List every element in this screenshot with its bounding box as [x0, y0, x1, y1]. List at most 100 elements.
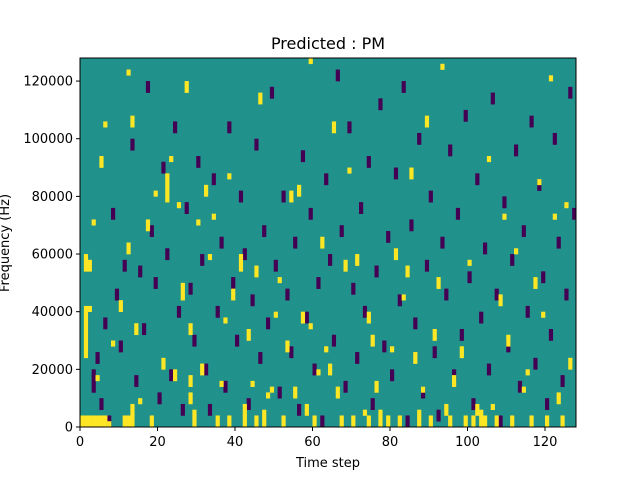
heatmap-cell-low	[285, 294, 290, 301]
heatmap-cell-high	[134, 328, 139, 336]
heatmap-cell-low	[103, 317, 108, 324]
heatmap-cell-high	[459, 346, 464, 353]
heatmap-cell-high	[83, 340, 89, 347]
heatmap-cell-high	[126, 248, 131, 255]
heatmap-cell-low	[99, 398, 104, 405]
x-tick-label: 40	[227, 435, 244, 450]
heatmap-cell-low	[266, 317, 271, 324]
heatmap-cell-high	[529, 421, 534, 428]
heatmap-cell-low	[273, 259, 278, 266]
heatmap-cell-high	[176, 202, 182, 209]
heatmap-cell-high	[281, 415, 286, 422]
heatmap-cell-high	[173, 375, 178, 382]
heatmap-cell-low	[514, 150, 519, 157]
heatmap-cell-low	[537, 184, 542, 191]
heatmap-cell-high	[479, 409, 484, 416]
heatmap-cell-low	[289, 352, 294, 359]
heatmap-cell-low	[223, 386, 228, 393]
heatmap-cell-high	[370, 340, 375, 347]
heatmap-cell-low	[572, 207, 577, 214]
heatmap-cell-high	[153, 190, 158, 197]
heatmap-cell-high	[393, 248, 399, 255]
heatmap-cell-low	[521, 230, 526, 238]
heatmap-cell-low	[169, 375, 174, 382]
heatmap-cell-low	[428, 190, 433, 197]
heatmap-cell-low	[161, 167, 166, 174]
heatmap-cell-high	[149, 415, 154, 422]
heatmap-cell-low	[130, 144, 135, 151]
heatmap-cell-low	[467, 271, 472, 278]
heatmap-cell-low	[149, 230, 154, 238]
heatmap-cell-high	[390, 346, 395, 353]
heatmap-cell-low	[293, 236, 298, 243]
heatmap-cell-low	[176, 311, 182, 318]
heatmap-cell-low	[428, 196, 433, 203]
heatmap-cell-high	[452, 380, 457, 387]
heatmap-cell-high	[351, 421, 356, 428]
heatmap-cell-low	[510, 259, 515, 266]
heatmap-cell-low	[184, 207, 189, 214]
heatmap-cell-high	[83, 421, 89, 428]
heatmap-cell-high	[285, 346, 290, 353]
heatmap-cell-low	[300, 150, 306, 157]
heatmap-cell-low	[455, 213, 461, 220]
heatmap-cell-low	[134, 375, 139, 382]
heatmap-cell-low	[424, 265, 430, 272]
heatmap-cell-low	[366, 156, 371, 163]
heatmap-cell-low	[533, 363, 538, 370]
heatmap-cell-low	[390, 375, 395, 382]
heatmap-cell-high	[308, 58, 313, 65]
heatmap-cell-low	[378, 98, 383, 105]
heatmap-cell-low	[165, 248, 170, 255]
chart-title: Predicted : PM	[271, 34, 385, 53]
heatmap-cell-low	[114, 294, 120, 301]
heatmap-cell-low	[111, 213, 116, 220]
heatmap-cell-low	[91, 380, 96, 387]
heatmap-cell-high	[331, 121, 337, 128]
heatmap-cell-high	[339, 415, 344, 422]
heatmap-cell-high	[99, 161, 104, 168]
heatmap-cell-low	[122, 265, 127, 272]
heatmap-cell-low	[95, 357, 100, 364]
heatmap-cell-low	[250, 294, 255, 301]
heatmap-cell-low	[494, 294, 499, 301]
heatmap-cell-high	[448, 415, 453, 422]
heatmap-cell-high	[161, 363, 166, 370]
heatmap-cell-low	[277, 392, 282, 399]
heatmap-cell-low	[498, 415, 503, 422]
heatmap-cell-low	[359, 202, 364, 209]
heatmap-cell-low	[95, 352, 100, 359]
heatmap-cell-high	[242, 409, 247, 416]
heatmap-cell-low	[541, 277, 546, 284]
heatmap-cell-high	[525, 369, 530, 376]
heatmap-cell-low	[111, 207, 116, 214]
heatmap-cell-high	[262, 421, 267, 428]
heatmap-cell-low	[382, 346, 387, 353]
heatmap-cell-low	[397, 300, 402, 307]
heatmap-cell-low	[351, 282, 356, 289]
heatmap-cell-high	[103, 121, 108, 128]
heatmap-cell-low	[281, 190, 286, 197]
y-tick-label: 40000	[32, 305, 73, 320]
heatmap-cell-low	[409, 225, 414, 232]
heatmap-cell-low	[568, 92, 573, 99]
heatmap-cell-high	[242, 421, 247, 428]
heatmap-cell-high	[436, 277, 441, 284]
heatmap-cell-high	[227, 421, 232, 428]
heatmap-cell-low	[432, 352, 437, 359]
heatmap-cell-high	[366, 421, 371, 428]
heatmap-cell-high	[343, 259, 348, 266]
heatmap-cell-high	[281, 421, 286, 428]
heatmap-cell-high	[351, 415, 356, 422]
heatmap-cell-low	[355, 352, 360, 359]
heatmap-cell-high	[355, 259, 360, 266]
heatmap-cell-low	[145, 81, 151, 88]
heatmap-cell-low	[413, 317, 418, 324]
heatmap-cell-high	[99, 156, 104, 163]
heatmap-cell-high	[165, 196, 170, 203]
heatmap-cell-high	[118, 305, 123, 312]
heatmap-cell-high	[467, 259, 472, 266]
heatmap-cell-high	[533, 282, 538, 289]
heatmap-cell-high	[80, 415, 85, 422]
heatmap-cell-high	[366, 415, 371, 422]
